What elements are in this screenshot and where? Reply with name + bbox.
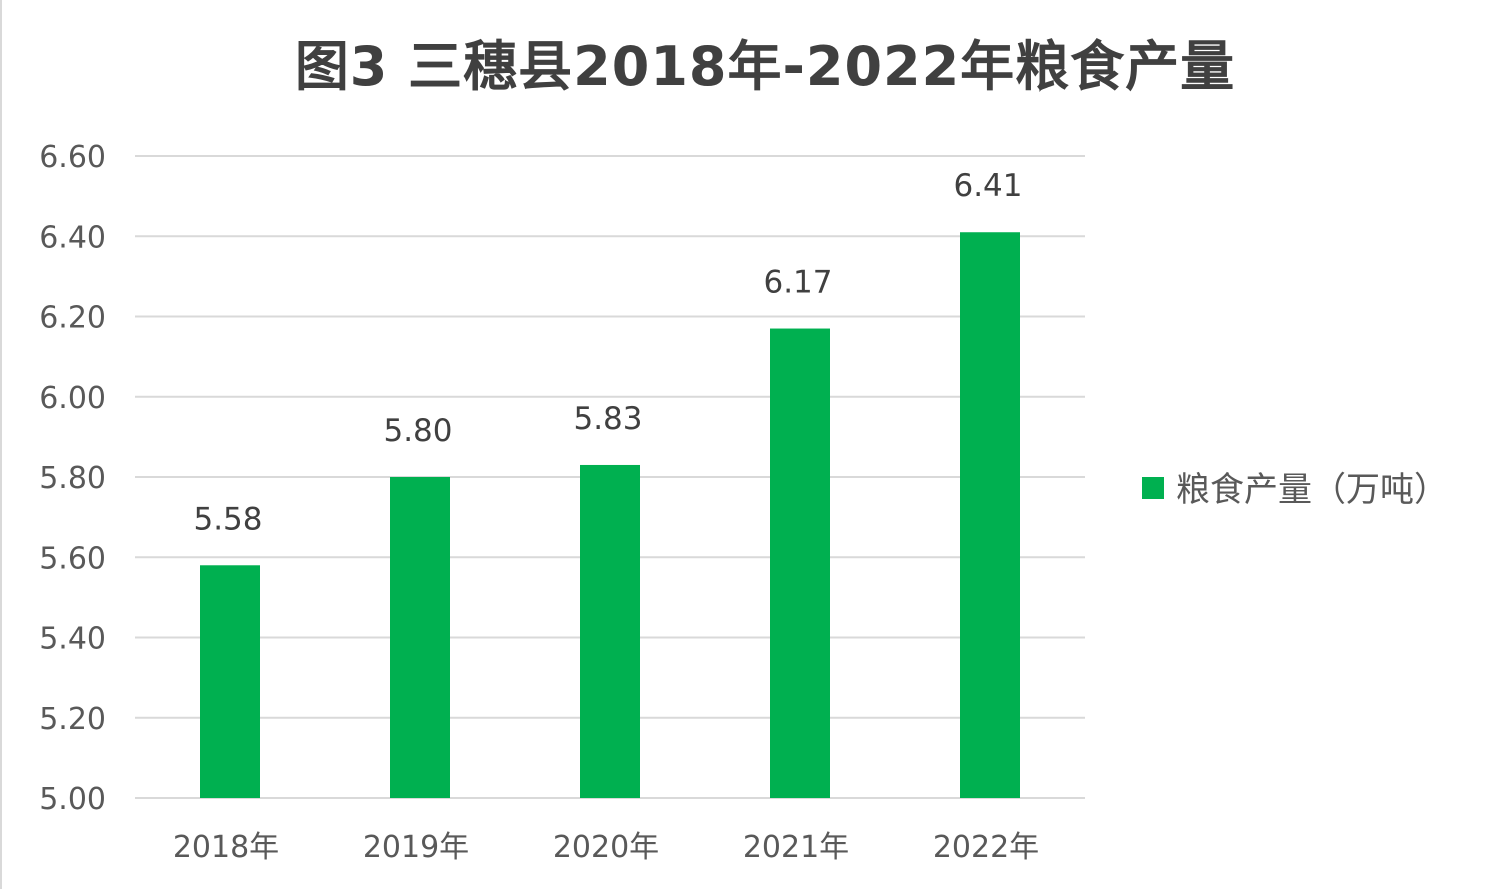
data-label: 5.80 bbox=[383, 413, 452, 449]
bar-2021年 bbox=[770, 328, 830, 798]
x-tick-label: 2022年 bbox=[933, 830, 1039, 865]
x-tick-label: 2020年 bbox=[553, 830, 659, 865]
data-labels: 5.58 5.80 5.83 6.17 6.41 bbox=[193, 168, 1022, 537]
bar-2020年 bbox=[580, 464, 640, 798]
x-tick-label: 2018年 bbox=[173, 830, 279, 865]
bar-2022年 bbox=[960, 232, 1020, 799]
x-axis-tick-labels: 2018年 2019年 2020年 2021年 2022年 bbox=[173, 830, 1039, 865]
legend: 粮食产量（万吨） bbox=[1142, 470, 1448, 510]
gridlines bbox=[135, 155, 1085, 799]
y-tick-label: 5.00 bbox=[39, 782, 106, 817]
x-tick-label: 2019年 bbox=[363, 830, 469, 865]
y-tick-label: 5.40 bbox=[39, 622, 106, 657]
y-tick-label: 6.40 bbox=[39, 220, 106, 255]
y-tick-label: 6.20 bbox=[39, 301, 106, 336]
legend-label: 粮食产量（万吨） bbox=[1176, 470, 1448, 510]
data-label: 5.83 bbox=[573, 401, 642, 437]
data-label: 5.58 bbox=[193, 501, 262, 537]
bar-2019年 bbox=[390, 477, 450, 798]
y-tick-label: 5.60 bbox=[39, 541, 106, 576]
y-tick-label: 5.80 bbox=[39, 461, 106, 496]
y-axis-tick-labels: 5.00 5.20 5.40 5.60 5.80 6.00 6.20 6.40 6.60 bbox=[39, 140, 106, 817]
bars bbox=[200, 232, 1020, 799]
chart-title: 图3 三穗县2018年-2022年粮食产量 bbox=[294, 35, 1236, 98]
legend-swatch bbox=[1142, 477, 1164, 499]
data-label: 6.17 bbox=[763, 265, 832, 301]
y-tick-label: 5.20 bbox=[39, 702, 106, 737]
bar-2018年 bbox=[200, 565, 260, 798]
y-tick-label: 6.00 bbox=[39, 381, 106, 416]
x-tick-label: 2021年 bbox=[743, 830, 849, 865]
data-label: 6.41 bbox=[953, 168, 1022, 204]
y-tick-label: 6.60 bbox=[39, 140, 106, 175]
